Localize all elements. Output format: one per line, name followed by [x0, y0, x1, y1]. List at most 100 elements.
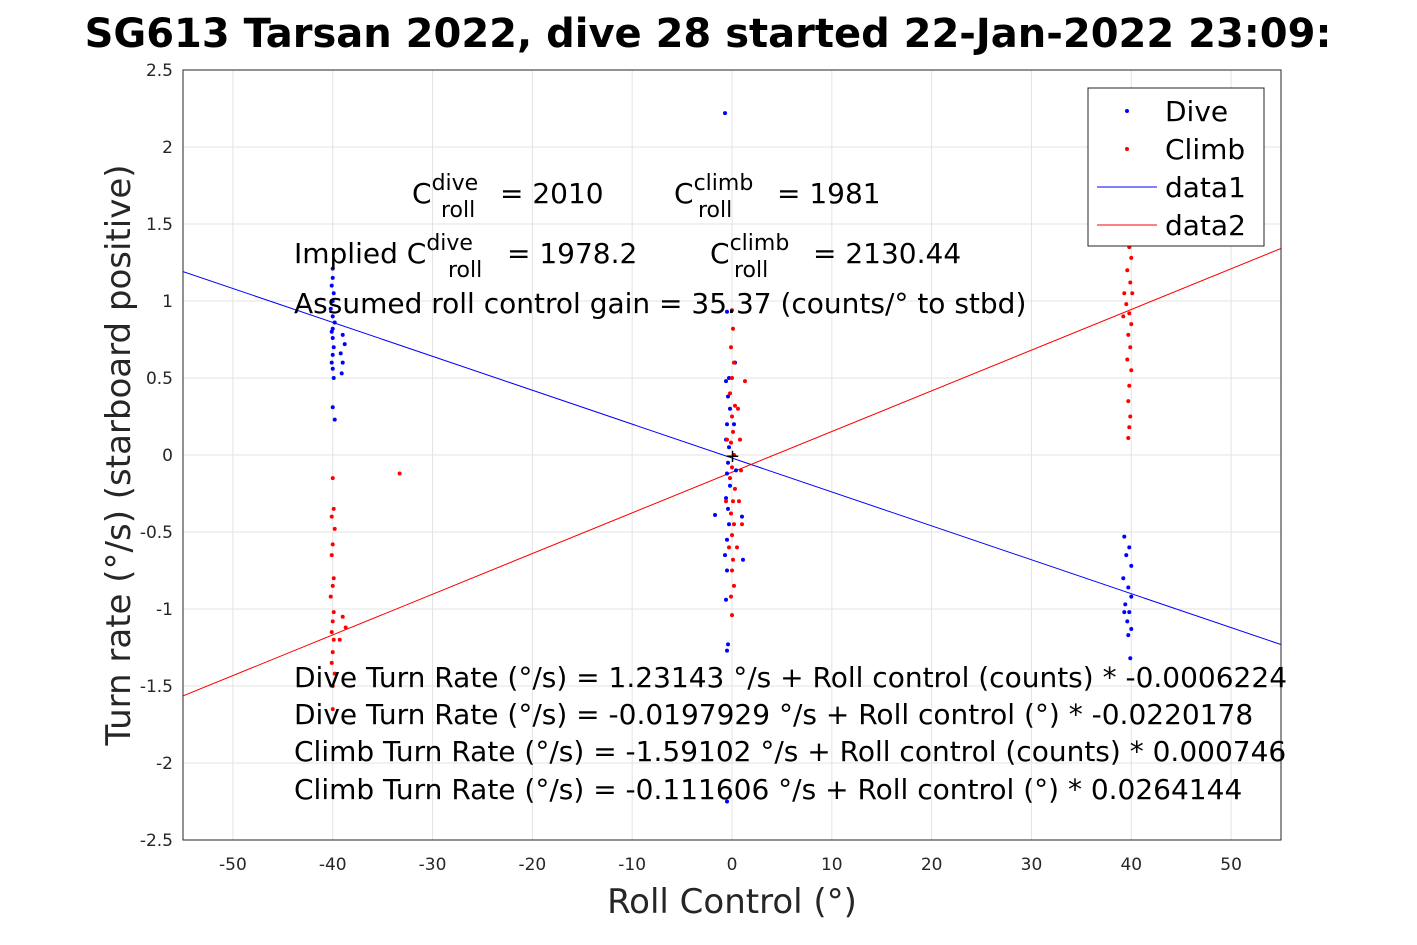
legend-marker-Climb: [1125, 147, 1129, 151]
subscript-roll: roll: [734, 258, 768, 283]
climb-point: [736, 499, 741, 504]
climb-point: [1128, 280, 1133, 285]
implied-climb-value: = 2130.44: [813, 237, 961, 270]
dive-point: [726, 394, 731, 399]
dive-point: [726, 642, 731, 647]
x-tick-label: -40: [319, 855, 347, 875]
implied-dive-value: = 1978.2: [507, 237, 637, 270]
climb-point: [330, 542, 335, 547]
dive-point: [338, 351, 343, 356]
fit-line-data1: [183, 271, 1281, 646]
legend-label: data1: [1165, 171, 1246, 204]
dive-point: [1126, 585, 1131, 590]
dive-point: [1125, 619, 1130, 624]
climb-point: [330, 619, 335, 624]
climb-point: [331, 506, 336, 511]
climb-point: [730, 326, 735, 331]
dive-point: [340, 360, 345, 365]
climb-point: [1128, 414, 1133, 419]
superscript: dive: [432, 171, 479, 196]
climb-point: [1127, 383, 1132, 388]
c-roll-dive-value: = 2010: [500, 177, 604, 210]
climb-point: [730, 465, 734, 470]
y-tick-label: 0: [162, 446, 173, 466]
dive-point: [723, 111, 728, 116]
climb-point: [727, 545, 732, 550]
x-tick-label: 30: [1021, 855, 1043, 875]
dive-point: [329, 360, 334, 365]
chart-title: SG613 Tarsan 2022, dive 28 started 22-Ja…: [85, 11, 1332, 57]
climb-point: [729, 345, 734, 350]
subscript-roll: roll: [698, 198, 732, 223]
climb-point: [330, 650, 335, 655]
dive-point: [332, 417, 337, 422]
x-tick-label: -50: [219, 855, 247, 875]
legend-marker-Dive: [1125, 109, 1129, 113]
climb-point: [337, 637, 342, 642]
climb-point: [330, 684, 335, 688]
c-roll-climb-label: Cclimb: [674, 171, 753, 210]
c-letter: C: [412, 177, 432, 210]
y-axis-label: Turn rate (°/s) (starboard positive): [99, 164, 139, 746]
dive-point: [331, 291, 336, 296]
dive-point: [330, 266, 335, 271]
implied-dive-label: Implied Cdive: [294, 231, 473, 270]
equation-text: Dive Turn Rate (°/s) = 1.23143 °/s + Rol…: [294, 661, 1287, 694]
climb-point: [729, 440, 734, 445]
dive-point: [1124, 553, 1129, 558]
dive-point: [739, 514, 744, 519]
climb-point: [731, 583, 736, 588]
superscript: dive: [426, 231, 473, 256]
climb-point: [730, 533, 734, 538]
equation-text: Dive Turn Rate (°/s) = -0.0197929 °/s + …: [294, 698, 1253, 731]
x-tick-label: 0: [727, 855, 738, 875]
gain-annotation: Assumed roll control gain = 35.37 (count…: [294, 287, 1026, 320]
dive-point: [331, 376, 336, 380]
legend-label: data2: [1165, 209, 1246, 242]
climb-point: [1127, 425, 1132, 430]
dive-point: [1129, 627, 1134, 632]
dive-point: [1128, 656, 1133, 661]
dive-point: [1129, 594, 1134, 599]
dive-point: [1121, 576, 1126, 581]
climb-point: [329, 630, 334, 635]
climb-point: [730, 499, 735, 504]
x-tick-label: 20: [921, 855, 943, 875]
superscript: climb: [730, 231, 790, 256]
legend-box: [1087, 87, 1265, 247]
climb-point: [1126, 436, 1131, 441]
dive-point: [330, 299, 335, 303]
climb-point: [1126, 399, 1131, 404]
legend-label: Dive: [1165, 95, 1228, 128]
y-tick-label: 0.5: [146, 369, 173, 389]
climb-point: [1122, 291, 1127, 296]
climb-point: [730, 308, 734, 313]
dive-point: [330, 352, 335, 357]
x-tick-label: 10: [821, 855, 843, 875]
dive-point: [1122, 610, 1127, 615]
dive-point: [1123, 602, 1128, 607]
climb-point: [725, 437, 730, 442]
climb-point: [1127, 311, 1132, 316]
y-tick-label: -0.5: [140, 523, 173, 543]
climb-point: [731, 360, 736, 365]
x-tick-label: -20: [518, 855, 546, 875]
climb-point: [340, 614, 345, 619]
dive-point: [331, 345, 336, 350]
climb-point: [1121, 314, 1126, 319]
climb-point: [1128, 345, 1133, 350]
dive-point: [724, 496, 729, 501]
legend-label: Climb: [1165, 133, 1245, 166]
plot-frame: [182, 69, 1282, 841]
x-tick-label: 50: [1220, 855, 1242, 875]
implied-climb-label: Cclimb: [710, 231, 789, 270]
climb-point: [729, 511, 734, 516]
y-tick-label: 1.5: [146, 215, 173, 235]
climb-point: [331, 637, 336, 642]
dive-point: [329, 283, 334, 288]
climb-point: [728, 476, 733, 481]
climb-point: [330, 583, 335, 588]
dive-point: [340, 332, 345, 337]
climb-point: [1129, 255, 1134, 260]
